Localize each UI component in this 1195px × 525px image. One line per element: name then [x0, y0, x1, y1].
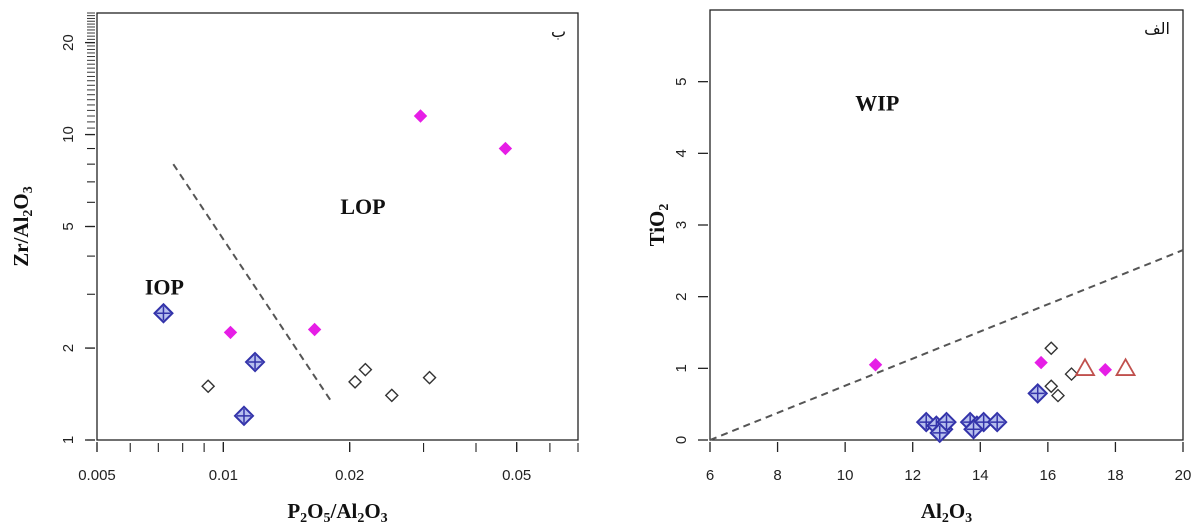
diamond-cross — [990, 415, 1005, 430]
axis-title-part: Al — [921, 499, 942, 523]
y-tick-label: 2 — [673, 292, 690, 300]
x-tick-label: 20 — [1175, 467, 1192, 484]
axis-title-part: O — [9, 193, 33, 209]
y-tick-label: 10 — [60, 126, 77, 143]
axis-title-part: TiO — [645, 211, 669, 247]
diamond-cross — [156, 306, 171, 321]
axis-title-subscript: 2 — [657, 204, 672, 211]
axis-title-subscript: 2 — [21, 210, 36, 217]
data-point-magenta-diamond — [307, 322, 322, 337]
data-point-blue-diamond — [963, 418, 984, 440]
diamond-cross — [248, 355, 263, 370]
axis-title-part: O — [307, 499, 323, 523]
x-tick-label: 16 — [1040, 467, 1057, 484]
diamond-cross — [236, 408, 251, 423]
data-point-blue-diamond — [233, 405, 255, 427]
data-point-open-diamond — [1051, 388, 1065, 403]
y-tick-label: 0 — [673, 436, 690, 444]
plot-frame — [709, 9, 1184, 441]
y-tick-label: 2 — [60, 344, 77, 352]
axis-title-subscript: 2 — [300, 511, 307, 525]
y-tick-label: 4 — [673, 149, 690, 157]
data-point-blue-diamond — [244, 351, 266, 373]
y-tick-label: 3 — [673, 221, 690, 229]
x-tick-label: 0.01 — [209, 467, 238, 484]
data-point-magenta-diamond — [1034, 355, 1048, 370]
data-point-blue-diamond — [929, 422, 951, 444]
data-point-open-diamond — [422, 370, 437, 385]
data-point-open-diamond — [358, 362, 373, 377]
x-tick-label: 18 — [1107, 467, 1124, 484]
plot-frame — [96, 12, 579, 441]
x-tick-label: 10 — [837, 467, 854, 484]
diamond-cross — [1030, 386, 1045, 401]
x-axis-title: P2O5/Al2O3 — [287, 499, 387, 525]
panel-letter: ب — [551, 22, 566, 41]
diamond-cross — [932, 425, 947, 440]
axis-title-subscript: 3 — [381, 511, 388, 525]
x-tick-label: 12 — [904, 467, 921, 484]
y-axis-title: TiO2 — [645, 204, 672, 247]
data-point-magenta-diamond — [413, 109, 428, 123]
field-label-iop: IOP — [145, 274, 184, 299]
data-point-open-diamond — [1044, 341, 1059, 356]
data-point-red-triangle — [1115, 357, 1137, 376]
x-tick-label: 0.05 — [502, 467, 531, 484]
axis-title-part: O — [364, 499, 380, 523]
data-point-blue-diamond — [1027, 383, 1049, 404]
y-tick-label: 5 — [60, 222, 77, 230]
x-tick-label: 6 — [706, 467, 714, 484]
data-point-magenta-diamond — [498, 141, 513, 156]
axis-title-subscript: 3 — [965, 511, 972, 525]
y-tick-label: 5 — [673, 77, 690, 85]
data-point-open-diamond — [348, 374, 363, 389]
panel-letter: الف — [1144, 19, 1170, 38]
data-point-magenta-diamond — [1098, 363, 1112, 377]
data-point-open-diamond — [1064, 367, 1079, 382]
data-point-open-diamond — [201, 379, 216, 394]
x-tick-label: 14 — [972, 467, 989, 484]
diamond-cross — [966, 422, 981, 437]
x-tick-label: 0.005 — [78, 467, 116, 484]
axis-title-subscript: 5 — [323, 511, 330, 525]
axis-title-part: Zr/Al — [9, 216, 33, 266]
data-point-blue-diamond — [153, 302, 174, 324]
field-label-wip: WIP — [855, 90, 899, 115]
axis-title-part: O — [949, 499, 965, 523]
axis-title-part: P — [287, 499, 300, 523]
data-point-blue-diamond — [915, 411, 937, 433]
field-label-lop: LOP — [340, 194, 385, 219]
x-tick-label: 8 — [773, 467, 781, 484]
field-boundary-dashed-line — [709, 249, 1184, 441]
x-axis-title: Al2O3 — [921, 499, 972, 525]
axis-title-subscript: 3 — [21, 186, 36, 193]
x-tick-label: 0.02 — [335, 467, 364, 484]
axis-title-subscript: 2 — [357, 511, 364, 525]
data-point-open-diamond — [384, 388, 399, 403]
data-point-magenta-diamond — [868, 358, 883, 372]
y-axis-title: Zr/Al2O3 — [9, 186, 36, 267]
data-point-blue-diamond — [986, 411, 1008, 433]
data-point-red-triangle — [1074, 357, 1096, 376]
data-point-magenta-diamond — [223, 325, 238, 340]
y-tick-label: 1 — [673, 364, 690, 372]
panel-left-chart: 0.005 0.01 0.02 0.051251020IOPLOPبP2O5/Al2O… — [9, 12, 579, 525]
axis-title-part: /Al — [329, 499, 357, 523]
data-point-open-diamond — [1044, 379, 1059, 394]
diamond-cross — [939, 415, 954, 430]
axis-title-subscript: 2 — [942, 511, 949, 525]
y-tick-label: 20 — [60, 34, 77, 51]
y-tick-label: 1 — [60, 436, 77, 444]
